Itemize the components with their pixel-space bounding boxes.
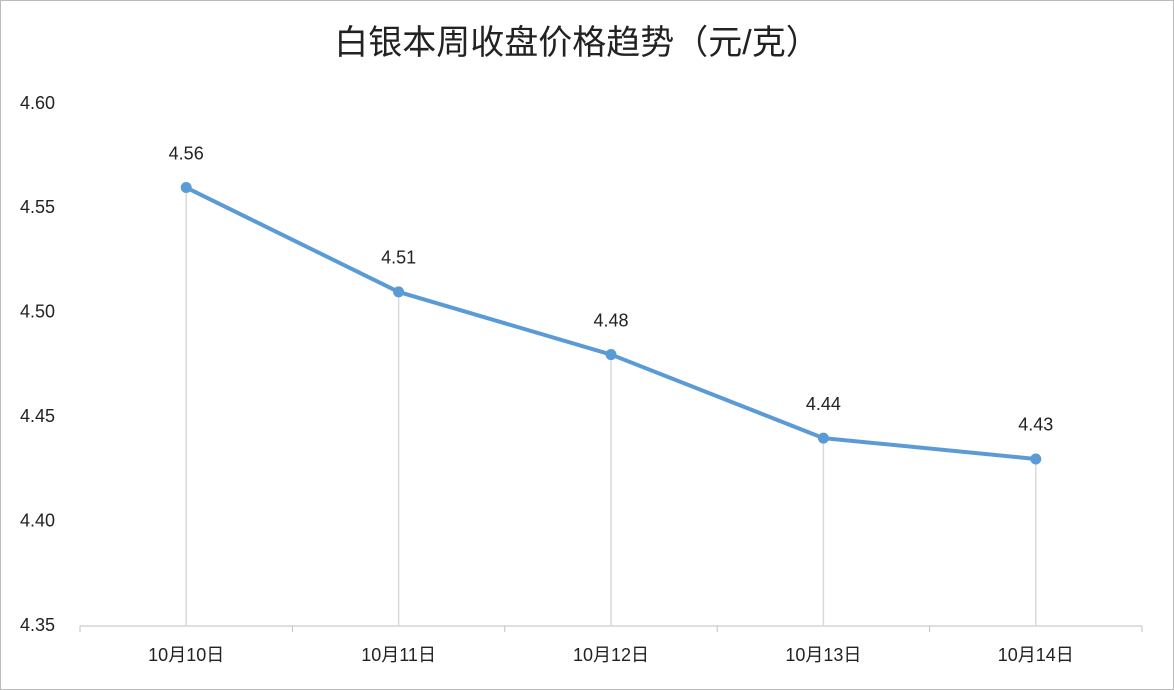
data-point: [817, 432, 829, 444]
x-tick-label: 10月10日: [148, 645, 224, 665]
y-tick-label: 4.45: [20, 406, 55, 426]
x-tick-label: 10月13日: [785, 645, 861, 665]
data-label: 4.43: [1018, 415, 1053, 435]
x-tick-label: 10月12日: [573, 645, 649, 665]
data-label: 4.51: [381, 248, 416, 268]
x-tick-label: 10月11日: [361, 645, 436, 665]
data-point: [605, 349, 617, 361]
chart-title: 白银本周收盘价格趋势（元/克）: [334, 24, 819, 62]
y-tick-label: 4.35: [20, 615, 55, 635]
y-tick-label: 4.60: [20, 93, 55, 113]
data-label: 4.48: [593, 310, 628, 330]
y-tick-label: 4.40: [20, 510, 55, 530]
y-tick-label: 4.50: [20, 302, 55, 322]
y-tick-label: 4.55: [20, 197, 55, 217]
data-label: 4.44: [806, 394, 841, 414]
data-label: 4.56: [169, 143, 204, 163]
data-point: [180, 182, 192, 194]
data-point: [393, 286, 405, 298]
data-point: [1030, 453, 1042, 465]
x-tick-label: 10月14日: [998, 645, 1074, 665]
